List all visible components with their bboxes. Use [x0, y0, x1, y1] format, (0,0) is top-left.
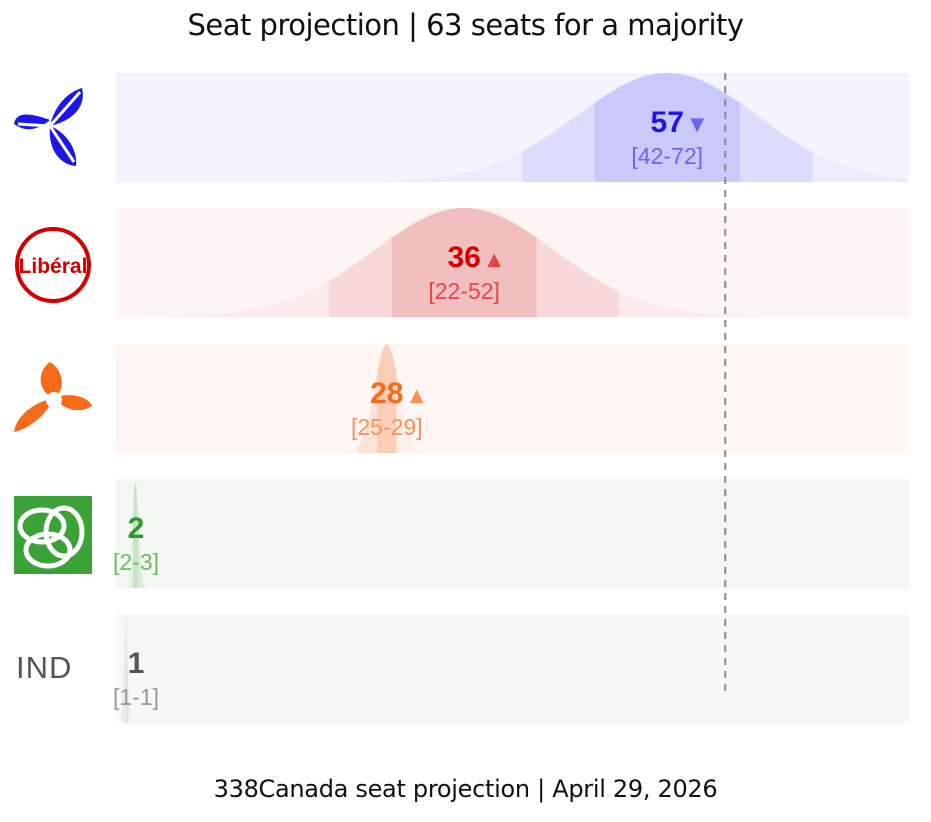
seat-range-label: [22-52]	[428, 278, 500, 304]
core-band	[125, 615, 128, 723]
green-trillium-icon	[14, 496, 92, 574]
core-band	[391, 208, 537, 317]
seat-value-label: 1	[128, 647, 145, 680]
seat-value-label: 28	[370, 377, 403, 410]
seat-value-label: 2	[128, 512, 145, 545]
core-band	[377, 344, 397, 453]
liberal-logo-text: Libéral	[19, 255, 88, 278]
chart-footer: 338Canada seat projection | April 29, 20…	[213, 775, 718, 803]
trend-up-icon: ▲	[410, 385, 424, 406]
seat-range-label: [25-29]	[351, 414, 423, 440]
row-background	[116, 479, 909, 588]
trillium-blue-icon	[14, 88, 83, 166]
core-band	[594, 73, 740, 182]
row-background	[116, 344, 909, 453]
ind-party-label: IND	[16, 650, 73, 685]
seat-projection-chart: 57 ▼ [42-72] 36 ▲ [22-52] 28 ▲ [25-29] 2 [2-3] 1 [1-…	[113, 73, 909, 723]
seat-range-label: [1-1]	[113, 684, 159, 710]
chart-title: Seat projection | 63 seats for a majorit…	[187, 8, 744, 42]
seat-value-label: 36	[447, 241, 480, 274]
trillium-orange-icon	[14, 362, 92, 432]
seat-range-label: [2-3]	[113, 549, 159, 575]
trend-up-icon: ▲	[487, 249, 501, 270]
row-background	[116, 614, 909, 723]
trend-down-icon: ▼	[690, 114, 704, 135]
liberal-icon: Libéral	[15, 227, 91, 303]
seat-value-label: 57	[651, 106, 684, 139]
core-band	[132, 481, 138, 588]
seat-range-label: [42-72]	[631, 143, 703, 169]
